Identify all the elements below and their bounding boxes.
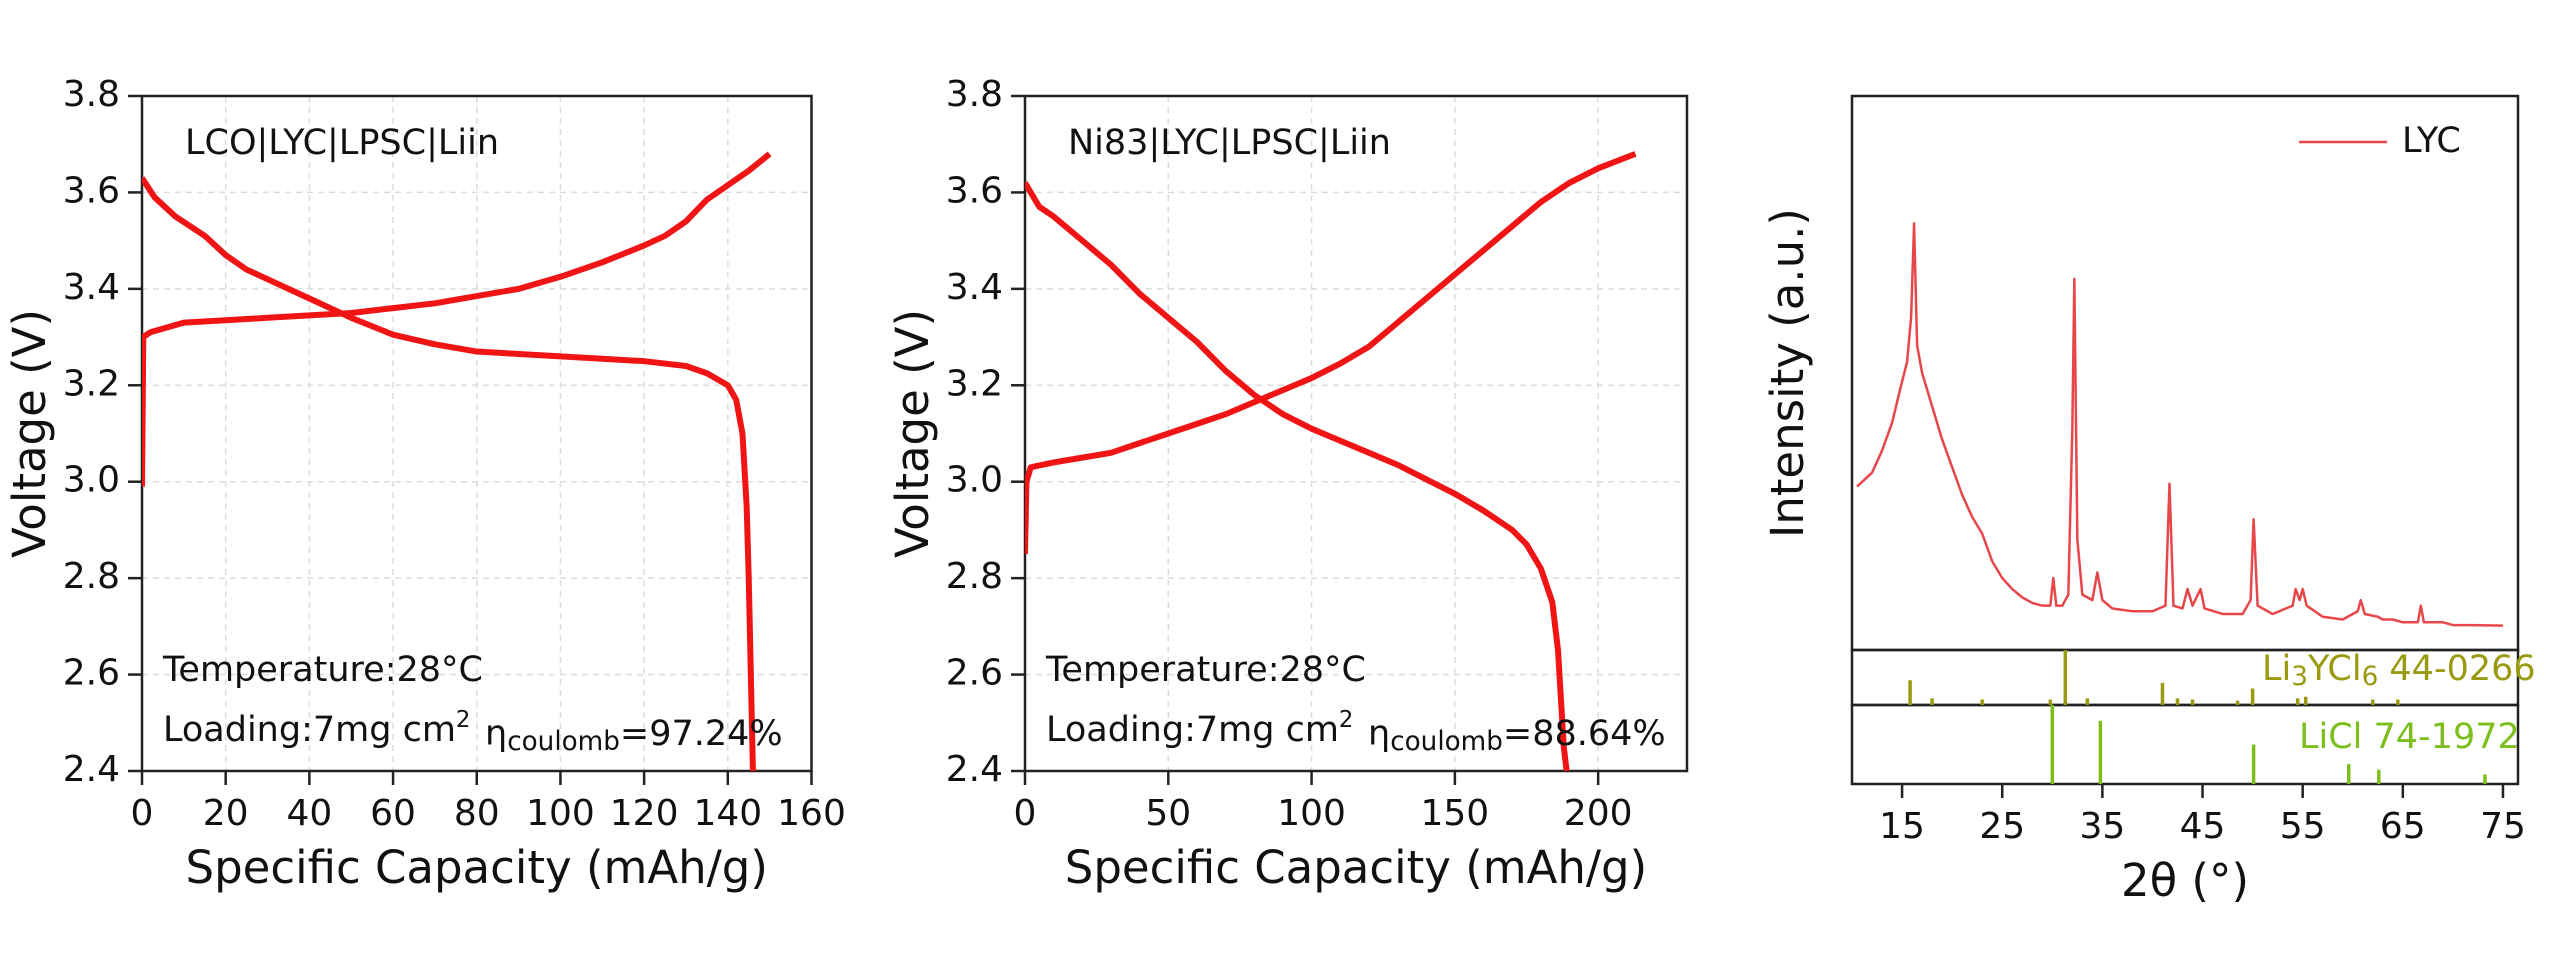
- y-tick-label: 2.6: [946, 653, 1003, 694]
- x-axis-title: 2θ (°): [2121, 854, 2249, 907]
- y-tick-label: 2.4: [946, 749, 1003, 790]
- y-tick-label: 3.4: [946, 267, 1003, 308]
- y-tick-label: 3.8: [946, 74, 1003, 115]
- text-run: Temperature:28°C: [162, 650, 483, 690]
- x-tick-label: 20: [203, 793, 249, 834]
- x-tick-label: 160: [777, 793, 846, 834]
- subscript: coulomb: [1390, 727, 1503, 757]
- annotation: Temperature:28°C: [162, 650, 483, 690]
- text-run: =97.24%: [620, 714, 783, 754]
- x-tick-label: 45: [2180, 806, 2226, 847]
- text-run: Loading:7mg cm: [1046, 710, 1339, 750]
- x-tick-label: 75: [2480, 806, 2526, 847]
- x-tick-label: 55: [2280, 806, 2326, 847]
- y-tick-label: 3.0: [946, 460, 1003, 501]
- annotation: Loading:7mg cm2: [1046, 707, 1353, 750]
- text-run: η: [1368, 714, 1390, 754]
- text-run: 44-0266: [2378, 649, 2535, 689]
- plot-frame: [1850, 94, 2520, 652]
- text-run: =88.64%: [1503, 714, 1666, 754]
- data-line: [1856, 222, 2504, 627]
- y-tick-label: 2.4: [63, 749, 120, 790]
- x-tick-label: 65: [2380, 806, 2426, 847]
- subscript: coulomb: [507, 727, 620, 757]
- annotation: ηcoulomb=97.24%: [485, 714, 783, 757]
- y-tick-label: 2.8: [63, 556, 120, 597]
- panel-title: Ni83|LYC|LPSC|Liin: [1068, 123, 1391, 163]
- x-tick-label: 60: [370, 793, 416, 834]
- y-axis-title: Voltage (V): [886, 309, 939, 558]
- panel-title: LCO|LYC|LPSC|Liin: [185, 123, 499, 163]
- y-axis-title: Intensity (a.u.): [1761, 208, 1814, 538]
- x-tick-label: 200: [1564, 793, 1633, 834]
- data-line: [1025, 151, 1637, 555]
- x-tick-label: 0: [1014, 793, 1037, 834]
- y-tick-label: 3.0: [63, 460, 120, 501]
- reference-frame: [1850, 703, 2520, 786]
- reference-label: Li3YCl6 44-0266: [2262, 649, 2536, 692]
- x-tick-label: 0: [131, 793, 154, 834]
- x-tick-label: 120: [610, 793, 679, 834]
- text-run: YCl: [2307, 649, 2362, 689]
- x-tick-label: 100: [1277, 793, 1346, 834]
- data-line: [142, 151, 772, 487]
- data-line: [142, 176, 756, 771]
- text-run: Temperature:28°C: [1045, 650, 1366, 690]
- y-tick-label: 3.6: [946, 170, 1003, 211]
- x-tick-label: 35: [2079, 806, 2125, 847]
- text-run: η: [485, 714, 507, 754]
- y-axis-title: Voltage (V): [3, 309, 56, 558]
- x-tick-label: 80: [454, 793, 500, 834]
- subscript: 3: [2291, 662, 2308, 692]
- data-line: [1025, 181, 1570, 771]
- y-tick-label: 3.8: [63, 74, 120, 115]
- annotation: Loading:7mg cm2: [163, 707, 470, 750]
- text-run: Loading:7mg cm: [163, 710, 456, 750]
- legend-label: LYC: [2402, 121, 2461, 161]
- reference-label: LiCl 74-1972: [2299, 717, 2520, 757]
- annotation: Temperature:28°C: [1045, 650, 1366, 690]
- x-tick-label: 50: [1145, 793, 1191, 834]
- y-tick-label: 3.4: [63, 267, 120, 308]
- x-tick-label: 100: [526, 793, 595, 834]
- y-tick-label: 2.8: [946, 556, 1003, 597]
- x-tick-label: 40: [286, 793, 332, 834]
- y-tick-label: 3.2: [63, 363, 120, 404]
- text-run: Li: [2262, 649, 2291, 689]
- subscript: 6: [2362, 662, 2379, 692]
- x-tick-label: 150: [1421, 793, 1490, 834]
- superscript: 2: [1339, 707, 1353, 733]
- plot-frame: [1023, 94, 1689, 773]
- y-tick-label: 3.2: [946, 363, 1003, 404]
- y-tick-label: 2.6: [63, 653, 120, 694]
- x-tick-label: 25: [1979, 806, 2025, 847]
- x-axis-title: Specific Capacity (mAh/g): [186, 841, 768, 894]
- annotation: ηcoulomb=88.64%: [1368, 714, 1666, 757]
- x-axis-title: Specific Capacity (mAh/g): [1065, 841, 1647, 894]
- superscript: 2: [456, 707, 470, 733]
- text-run: LiCl 74-1972: [2299, 717, 2520, 757]
- y-tick-label: 3.6: [63, 170, 120, 211]
- x-tick-label: 140: [693, 793, 762, 834]
- x-tick-label: 15: [1879, 806, 1925, 847]
